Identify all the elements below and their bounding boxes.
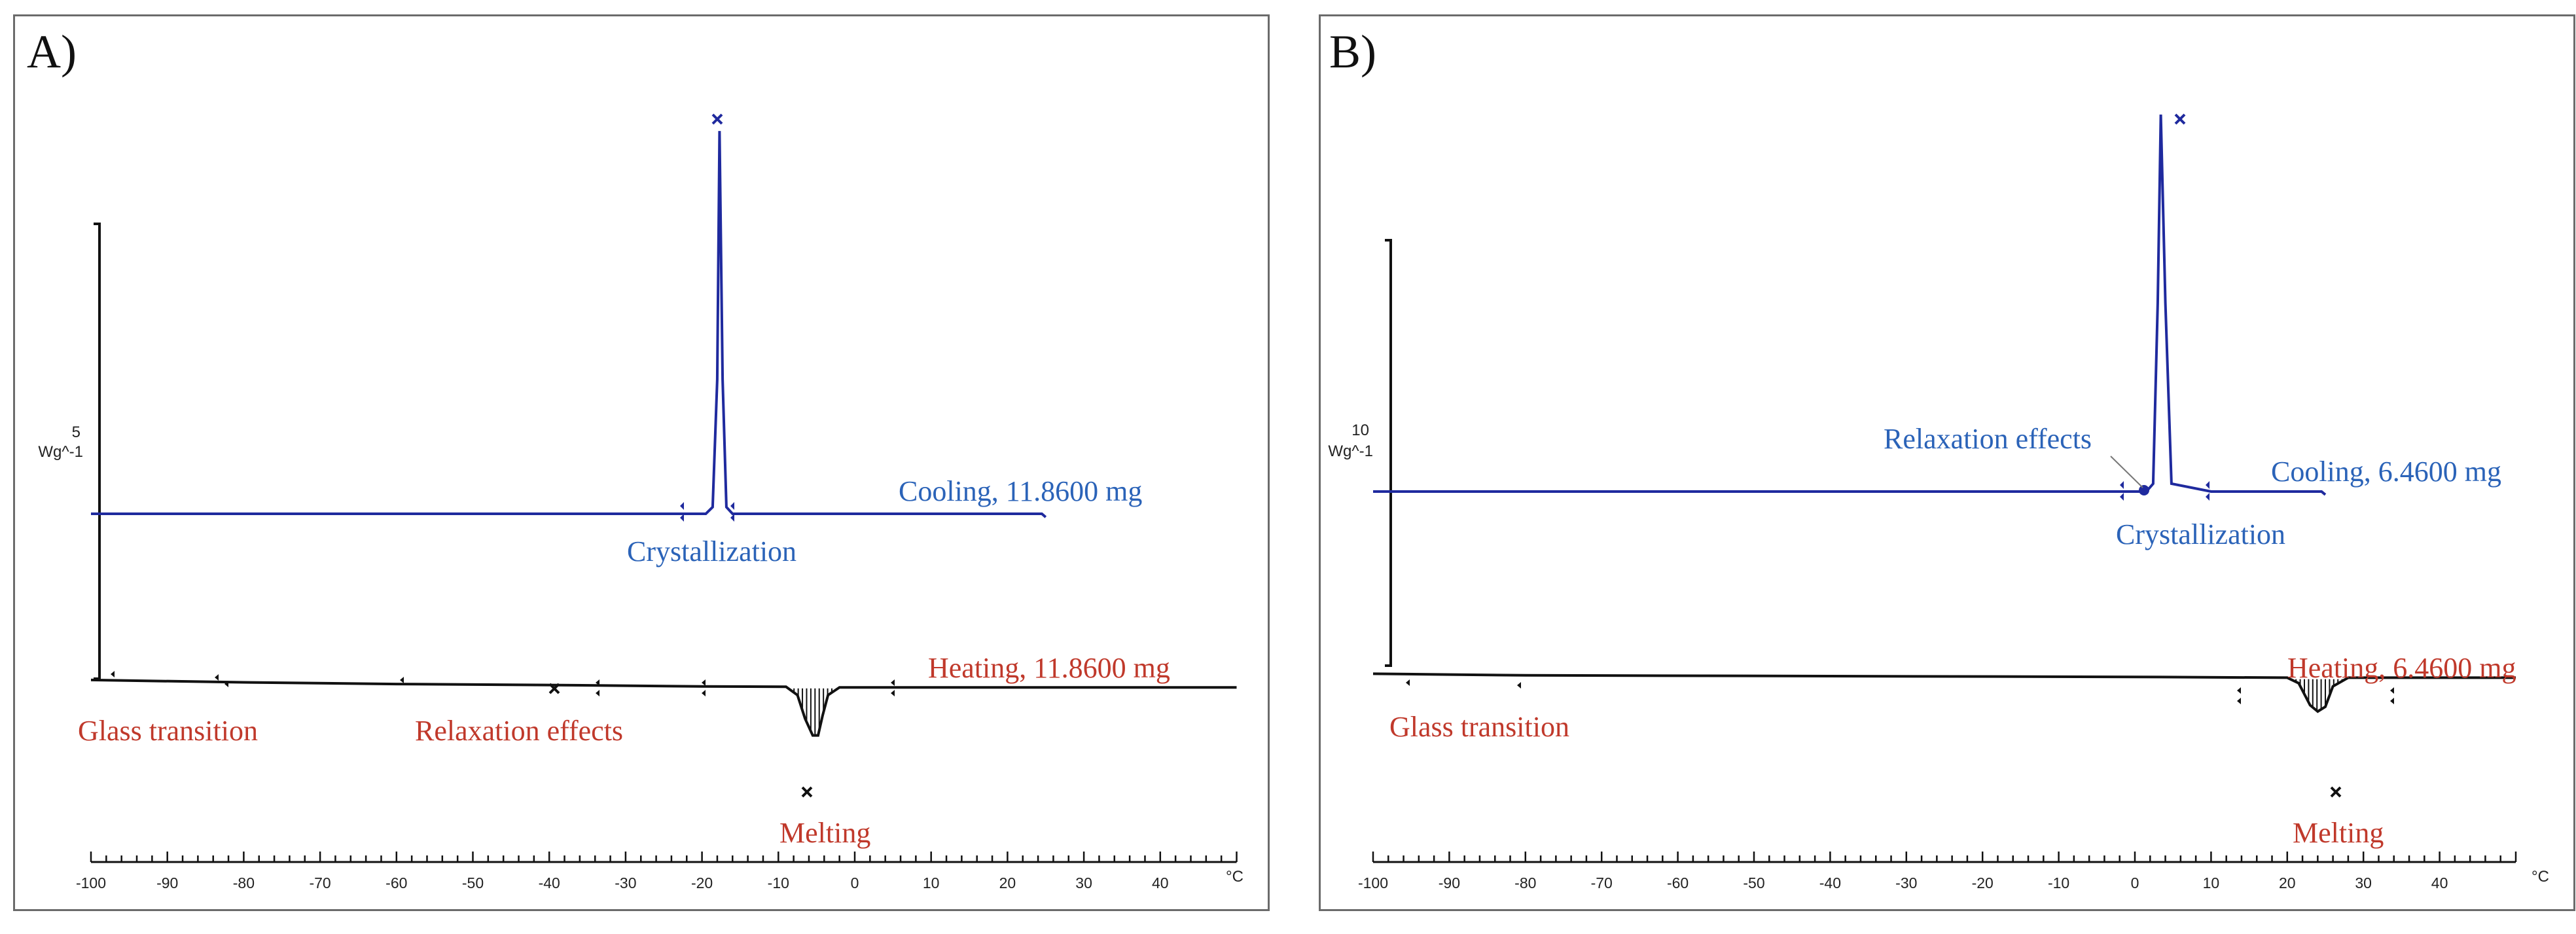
x-tick-label: -80 xyxy=(233,874,255,891)
dsc-thermogram-b: B) 10 Wg^-1 -100 -90 -80 -70 -60 -50 -40 -30 -20… xyxy=(1328,26,2549,891)
x-tick-label: -90 xyxy=(156,874,178,891)
melting-onset-marker xyxy=(702,679,706,696)
x-tick-label: 10 xyxy=(2203,874,2220,891)
x-tick-label: -100 xyxy=(76,874,106,891)
x-tick-label: -30 xyxy=(615,874,636,891)
relaxation-onset-marker xyxy=(2120,481,2124,501)
x-unit-label: °C xyxy=(1226,868,1243,886)
panel-b: B) 10 Wg^-1 -100 -90 -80 -70 -60 -50 -40 -30 -20… xyxy=(1319,14,2575,911)
y-scale-bar xyxy=(1385,239,1392,667)
crystallization-end-marker xyxy=(730,502,734,522)
x-tick-label: 10 xyxy=(923,874,940,891)
y-scale-bar xyxy=(94,223,101,680)
x-tick-label: -50 xyxy=(462,874,484,891)
x-unit-label: °C xyxy=(2531,868,2549,886)
cooling-label: Cooling, 6.4600 mg xyxy=(2271,456,2501,488)
relaxation-effects-label: Relaxation effects xyxy=(1884,423,2092,455)
x-tick-label: 20 xyxy=(2279,874,2296,891)
heating-curve xyxy=(1372,672,2516,713)
relaxation-leader-line xyxy=(2110,456,2143,488)
heating-label: Heating, 6.4600 mg xyxy=(2287,652,2516,684)
y-scale-value: 10 xyxy=(1351,422,1369,439)
relaxation-peak-marker xyxy=(548,683,560,694)
crystallization-peak-marker xyxy=(711,113,723,125)
crystallization-peak-marker xyxy=(2174,113,2186,125)
glass-end-marker xyxy=(215,674,219,681)
x-axis: -100 -90 -80 -70 -60 -50 -40 -30 -20 -10 0 10 20 30 40 xyxy=(76,852,1238,891)
glass-transition-label: Glass transition xyxy=(1389,711,1569,743)
glass-end-marker xyxy=(1517,682,1521,689)
y-scale-value: 5 xyxy=(72,423,80,441)
cooling-curve xyxy=(91,131,1047,518)
cooling-markers xyxy=(680,113,734,522)
melting-label: Melting xyxy=(779,817,870,849)
y-unit-label: Wg^-1 xyxy=(1328,442,1373,460)
heating-curve xyxy=(90,678,1237,737)
x-tick-label: -100 xyxy=(1358,874,1388,891)
x-tick-label: -70 xyxy=(309,874,331,891)
x-tick-label: -90 xyxy=(1439,874,1460,891)
heating-label: Heating, 11.8600 mg xyxy=(928,652,1170,684)
x-tick-label: -20 xyxy=(1972,874,1994,891)
cooling-curve xyxy=(1373,114,2327,496)
glass-onset-marker xyxy=(1406,679,1410,686)
x-tick-label: 30 xyxy=(2355,874,2372,891)
panel-a: A) 5 Wg^-1 -100 -90 -80 -70 -60 -50 -40 -30 -20-… xyxy=(13,14,1270,911)
crystallization-label: Crystallization xyxy=(627,535,796,567)
heating-markers xyxy=(1406,679,2394,798)
panel-letter: B) xyxy=(1329,26,1376,78)
x-tick-label: -40 xyxy=(539,874,560,891)
x-tick-label: 0 xyxy=(2131,874,2139,891)
cooling-label: Cooling, 11.8600 mg xyxy=(899,475,1142,507)
melting-onset-marker xyxy=(2237,687,2241,704)
panel-letter: A) xyxy=(27,26,77,78)
crystallization-label: Crystallization xyxy=(2116,518,2285,550)
glass-onset-marker xyxy=(111,671,115,677)
glass-mid-marker xyxy=(224,681,228,687)
x-tick-label: 40 xyxy=(2431,874,2448,891)
x-tick-label: -30 xyxy=(1895,874,1917,891)
melting-peak-marker xyxy=(801,786,813,798)
x-tick-label: -80 xyxy=(1514,874,1536,891)
y-unit-label: Wg^-1 xyxy=(38,443,83,461)
x-tick-label: -60 xyxy=(1667,874,1689,891)
melting-end-marker xyxy=(2390,687,2394,704)
melting-peak-hatch xyxy=(789,688,832,736)
x-tick-label: -10 xyxy=(768,874,789,891)
x-tick-label: 0 xyxy=(851,874,859,891)
melting-peak-hatch xyxy=(2291,679,2343,711)
glass-transition-label: Glass transition xyxy=(78,715,258,747)
melting-end-marker xyxy=(891,679,895,696)
heating-markers xyxy=(111,671,895,798)
dsc-thermogram-a: A) 5 Wg^-1 -100 -90 -80 -70 -60 -50 -40 -30 -20-… xyxy=(27,26,1243,891)
relaxation-effects-label: Relaxation effects xyxy=(415,715,623,747)
x-tick-label: -70 xyxy=(1591,874,1613,891)
melting-label: Melting xyxy=(2293,817,2384,849)
x-tick-label: -10 xyxy=(2048,874,2069,891)
crystallization-end-marker xyxy=(2206,481,2209,501)
x-axis: -100 -90 -80 -70 -60 -50 -40 -30 -20 -10 0 10 20 30 40 xyxy=(1358,852,2517,891)
cooling-markers xyxy=(2120,113,2209,501)
x-tick-label: -40 xyxy=(1819,874,1841,891)
x-tick-label: 40 xyxy=(1152,874,1169,891)
relaxation-end-marker xyxy=(596,679,599,696)
x-tick-label: 30 xyxy=(1075,874,1092,891)
x-tick-label: -60 xyxy=(385,874,407,891)
melting-peak-marker xyxy=(2330,786,2342,798)
x-tick-label: 20 xyxy=(999,874,1016,891)
x-tick-label: -50 xyxy=(1743,874,1764,891)
relaxation-onset-marker xyxy=(400,677,404,683)
crystallization-onset-marker xyxy=(680,502,684,522)
relaxation-peak-marker xyxy=(2139,485,2149,495)
x-tick-label: -20 xyxy=(691,874,713,891)
